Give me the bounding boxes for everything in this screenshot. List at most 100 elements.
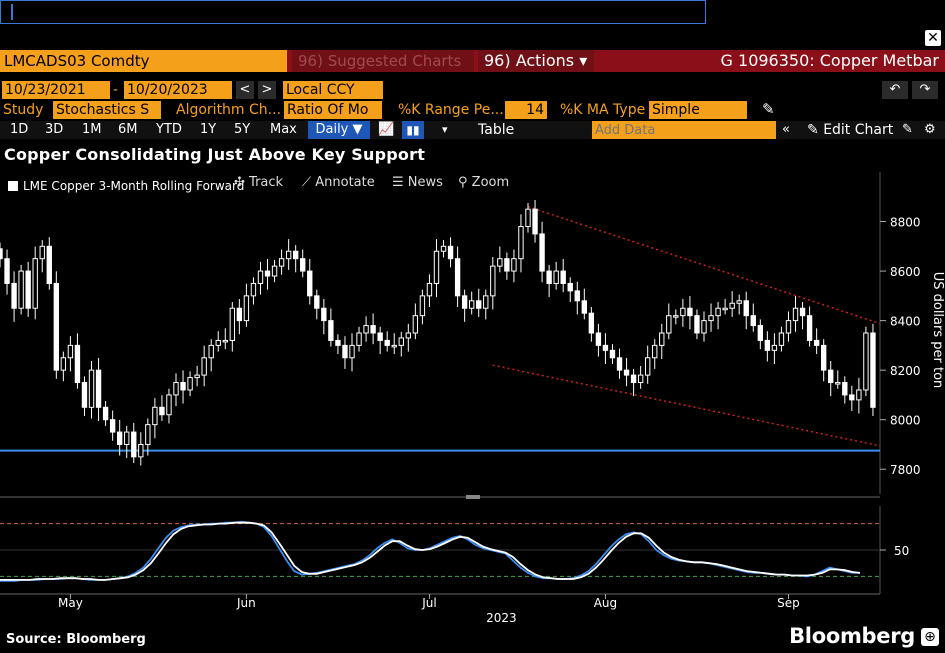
chart-title: Copper Consolidating Just Above Key Supp… [4,145,426,164]
candle-up [60,357,67,371]
k-ma-type-select[interactable]: Simple [649,101,747,119]
bar-chart-icon[interactable]: ▮▮ [402,121,424,139]
redo-icon[interactable]: ↷ [912,81,938,99]
currency-select[interactable]: Local CCY [283,81,383,99]
next-period-button[interactable]: > [258,81,276,99]
candle-up [18,270,24,309]
candle-down [0,248,3,260]
candle-up [722,307,728,311]
suggested-charts-button[interactable]: 96) Suggested Charts [292,50,474,72]
candle-up [222,339,228,343]
candle-down [694,315,700,334]
candle-up [363,325,369,334]
price-y-tick-label: 8800 [890,216,921,230]
table-button[interactable]: Table [478,122,515,138]
news-label: News [407,175,443,190]
candle-up [285,250,292,260]
candle-up [194,374,200,379]
annotate-tool[interactable]: ⟋ Annotate [302,175,375,190]
candle-down [46,245,52,284]
news-tool[interactable]: ☰ News [392,175,443,190]
collapse-left-icon[interactable]: « [782,122,790,137]
range-button-max[interactable]: Max [270,122,297,137]
candle-down [300,258,306,272]
add-data-input[interactable] [592,121,776,139]
chart-settings-icon[interactable]: ✎ [902,122,913,137]
candle-up [88,369,95,408]
candle-down [820,344,827,371]
candle-down [504,258,510,272]
candle-up [257,270,264,284]
range-button-3d[interactable]: 3D [45,122,64,137]
candle-down [53,282,60,371]
undo-icon[interactable]: ↶ [882,81,908,99]
series-legend[interactable]: LME Copper 3-Month Rolling Forward [8,179,244,193]
candle-up [426,282,433,297]
range-button-1d[interactable]: 1D [10,122,29,137]
candle-down [595,332,602,346]
track-tool[interactable]: ✣ Track [234,175,283,190]
pencil-icon[interactable]: ✎ [762,100,775,118]
range-button-ytd[interactable]: YTD [156,122,182,137]
close-icon[interactable]: ✕ [925,30,941,46]
edit-chart-button[interactable]: ✎ Edit Chart [807,121,893,139]
candle-up [250,282,257,297]
candle-down [314,295,320,309]
candle-up [652,344,658,359]
candle-down [687,307,693,317]
prev-period-button[interactable]: < [236,81,254,99]
price-y-tick-label: 7800 [890,463,921,477]
candle-up [736,300,742,304]
line-chart-icon[interactable]: 📈 [378,122,395,137]
candle-up [67,344,74,359]
k-ma-type-label: %K MA Type [560,102,646,118]
range-button-1y[interactable]: 1Y [200,122,217,137]
start-date-field[interactable]: 10/23/2021 [2,81,110,99]
candle-up [856,389,862,401]
osc-y-tick-label: 50 [894,544,909,558]
algorithm-select[interactable]: Ratio Of Mo [284,101,382,119]
k-range-input[interactable]: 14 [505,101,547,119]
end-date-field[interactable]: 10/20/2023 [124,81,232,99]
candle-down [581,300,588,314]
candle-down [335,339,341,346]
zoom-tool[interactable]: ⚲ Zoom [458,175,509,190]
study-select[interactable]: Stochastics S [53,101,161,119]
range-button-5y[interactable]: 5Y [234,122,251,137]
gear-icon[interactable]: ⚙ [924,122,936,137]
candle-up [792,307,799,322]
candle-up [771,344,778,351]
algorithm-label: Algorithm Ch... [176,102,282,118]
candle-down [813,339,820,346]
range-button-6m[interactable]: 6M [118,122,138,137]
frequency-select[interactable]: Daily ▼ [308,121,370,139]
candle-down [609,349,616,359]
candle-up [659,332,665,346]
candle-down [116,431,123,445]
candle-up [497,258,503,267]
candle-up [39,245,45,260]
source-note: Source: Bloomberg [6,632,146,647]
candle-down [264,270,271,277]
range-button-1m[interactable]: 1M [82,122,102,137]
security-ticker-field[interactable]: LMCADS03 Comdty [0,50,287,72]
candle-up [468,300,475,309]
price-y-tick-label: 8600 [890,265,921,279]
candle-down [806,315,813,341]
k-range-label: %K Range Pe... [398,102,504,118]
candle-up [349,344,355,359]
command-line-input[interactable] [0,0,706,24]
price-y-tick-label: 8400 [890,315,921,329]
candle-up [553,270,559,284]
chart-type-chevron-icon[interactable]: ▾ [442,123,448,136]
candle-down [11,282,17,309]
candle-up [715,307,721,317]
candle-down [74,344,81,384]
candle-up [201,357,207,376]
price-y-tick-label: 8000 [890,414,921,428]
candle-up [666,315,672,334]
actions-menu-button[interactable]: 96) Actions ▾ [478,50,594,72]
candle-down [476,300,482,309]
candle-down [743,300,749,317]
